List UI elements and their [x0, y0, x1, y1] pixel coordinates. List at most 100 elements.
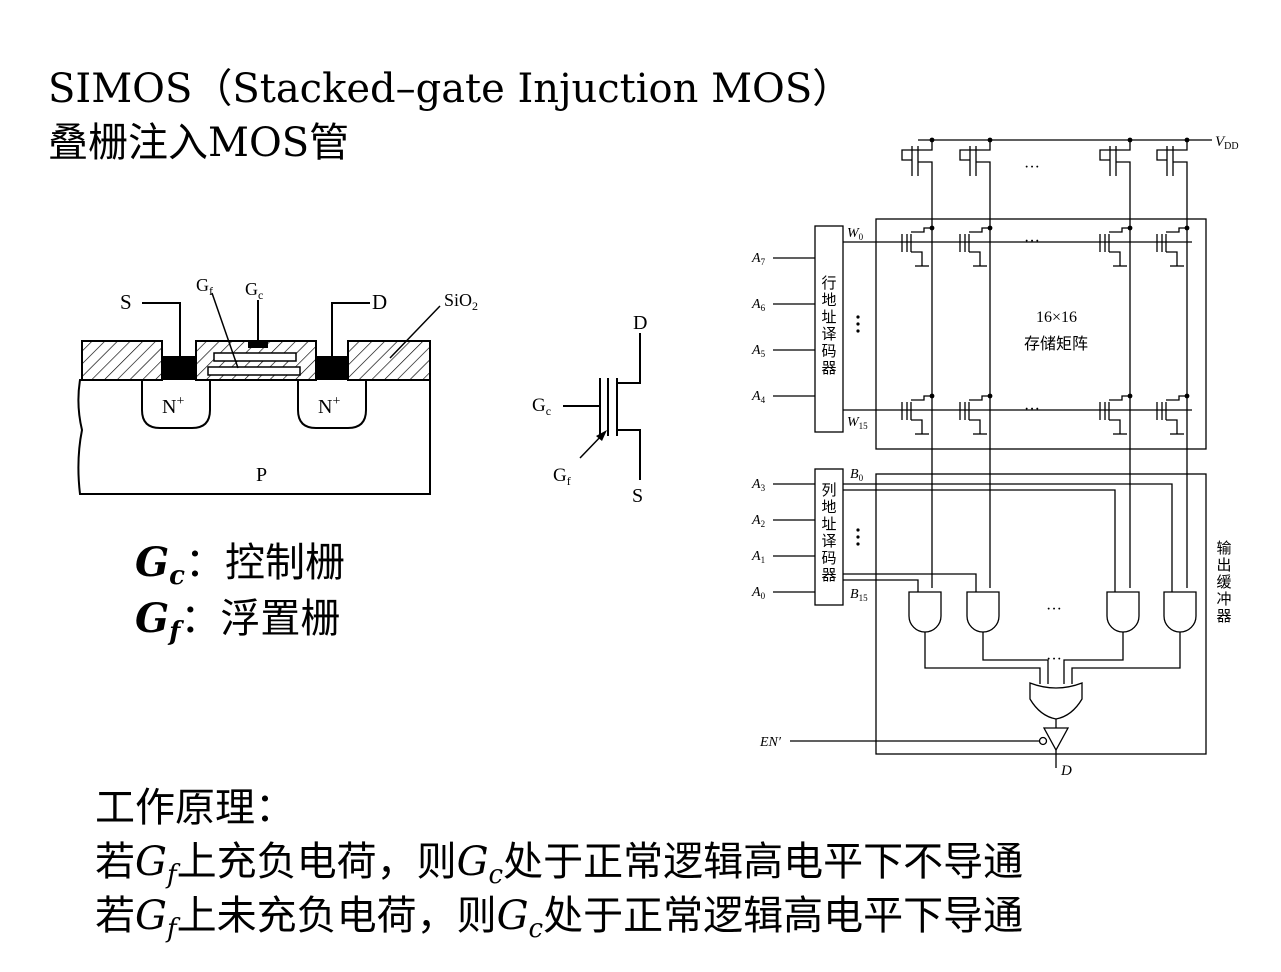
- col-address-label: A3: [751, 477, 766, 493]
- svg-text:Gc: Gc: [245, 279, 263, 302]
- symbol-gf: G: [553, 465, 567, 486]
- simos-cross-section: S D Gf Gc SiO2 N+ N+ P: [77, 275, 478, 495]
- junction-dot: [1184, 393, 1190, 399]
- junction-dot: [1127, 225, 1133, 231]
- junction-dot: [1127, 137, 1133, 143]
- tristate-buffer: [1042, 727, 1070, 752]
- svg-text:Gf: Gf: [196, 275, 213, 298]
- junction-dot: [1127, 393, 1133, 399]
- b15-label: B: [850, 587, 859, 602]
- col-address-labels: A3 A2 A1 A0: [751, 477, 766, 601]
- label-gf: G: [196, 275, 209, 295]
- col-decoder-char: 码: [821, 550, 836, 567]
- col-decoder-char: 址: [821, 516, 836, 533]
- col-address-label: A1: [751, 549, 765, 565]
- row-decoder-char: 译: [821, 326, 836, 343]
- p-substrate: [77, 379, 431, 495]
- junction-dot: [1184, 137, 1190, 143]
- svg-text:N+: N+: [162, 394, 184, 418]
- row-address-label: A6: [751, 297, 766, 313]
- col-decoder-char: 器: [821, 568, 836, 584]
- matrix-label: 存储矩阵: [1024, 335, 1088, 353]
- col-decoder-char: 列: [821, 482, 836, 499]
- pullup-transistor: [1099, 140, 1131, 176]
- output-buffer-char: 输: [1216, 540, 1231, 557]
- col-decoder-box: [814, 468, 844, 606]
- row-decoder-char: 地: [821, 292, 836, 309]
- slide-subtitle: 叠栅注入MOS管: [48, 120, 350, 166]
- memory-cell-transistor: [959, 227, 990, 267]
- legend-gc: Gc：控制栅: [135, 539, 346, 591]
- output-buffer-char: 冲: [1216, 591, 1231, 608]
- dots-or: ···: [1046, 651, 1062, 668]
- principle-line-1: 若Gf上充负电荷，则Gc处于正常逻辑高电平下不导通: [95, 839, 1024, 890]
- floating-gate: [207, 366, 301, 376]
- drain-contact: [316, 356, 348, 380]
- row-address-labels: A7 A6 A5 A4: [751, 251, 766, 405]
- junction-dot: [987, 225, 993, 231]
- label-gc: G: [245, 279, 258, 299]
- dots-w15: ···: [1024, 401, 1040, 418]
- and-gate-1: [908, 591, 942, 633]
- output-buffer-char: 缓: [1216, 574, 1231, 591]
- junction-dot: [1184, 225, 1190, 231]
- memory-matrix-box: [875, 218, 1207, 450]
- label-n-right: N: [318, 396, 332, 418]
- label-p: P: [256, 464, 267, 486]
- oxide-right: [347, 340, 431, 381]
- output-buffer-char: 出: [1216, 557, 1231, 574]
- principle-heading: 工作原理：: [95, 785, 295, 831]
- output-buffer-box: [875, 473, 1207, 755]
- pullup-transistor: [1156, 140, 1188, 176]
- w15-label: W: [847, 415, 860, 430]
- principle-line-2: 若Gf上未充负电荷，则Gc处于正常逻辑高电平下导通: [95, 893, 1024, 944]
- output-buffer-char: 器: [1216, 609, 1231, 625]
- col-address-label: A0: [751, 585, 766, 601]
- memory-cell-transistor: [1156, 227, 1187, 267]
- n-well-right: [297, 380, 367, 429]
- row-address-label: A4: [751, 389, 766, 405]
- svg-text:N+: N+: [318, 394, 340, 418]
- n-well-left: [141, 380, 211, 429]
- and-gate-3: [1106, 591, 1140, 633]
- row-decoder-char: 器: [821, 361, 836, 377]
- pullup-transistors: [901, 140, 1188, 176]
- row-decoder-char: 行: [821, 275, 836, 292]
- svg-text:B0: B0: [850, 467, 864, 483]
- oxide-left: [81, 340, 163, 381]
- matrix-transistors: [901, 227, 1187, 435]
- legend-gf: Gf：浮置栅: [135, 595, 341, 647]
- junction-dot: [929, 137, 935, 143]
- row-decoder-char: 址: [821, 309, 836, 326]
- dots-top: ···: [1024, 159, 1040, 176]
- junction-dot: [987, 137, 993, 143]
- en-label: EN′: [759, 735, 782, 750]
- label-d: D: [372, 290, 387, 314]
- label-s: S: [120, 290, 132, 314]
- memory-cell-transistor: [1099, 227, 1130, 267]
- junction-dot: [929, 393, 935, 399]
- memory-cell-transistor: [901, 395, 932, 435]
- and-gate-4: [1163, 591, 1197, 633]
- symbol-d: D: [633, 312, 647, 334]
- eprom-circuit: VDD ··· ··· ··· ··· ··· 16×16 存储矩阵 W0 W1…: [751, 134, 1239, 779]
- svg-text:SiO2: SiO2: [444, 290, 478, 313]
- svg-text:Gf: Gf: [553, 465, 571, 488]
- output-d-label: D: [1060, 763, 1072, 779]
- matrix-size: 16×16: [1036, 309, 1077, 326]
- slide-title: SIMOS（Stacked–gate Injuction MOS）: [48, 66, 853, 112]
- memory-cell-transistor: [1156, 395, 1187, 435]
- label-sio2: SiO: [444, 290, 472, 310]
- dots-w0: ···: [1024, 233, 1040, 250]
- col-decoder-char: 译: [821, 533, 836, 550]
- b0-label: B: [850, 467, 859, 482]
- label-n-left: N: [162, 396, 176, 418]
- row-decoder-box: [814, 225, 844, 433]
- junction-dots: [929, 137, 1190, 399]
- col-decoder-char: 地: [821, 499, 836, 516]
- svg-text:W15: W15: [847, 415, 868, 431]
- simos-symbol: D S Gc Gf: [532, 312, 647, 507]
